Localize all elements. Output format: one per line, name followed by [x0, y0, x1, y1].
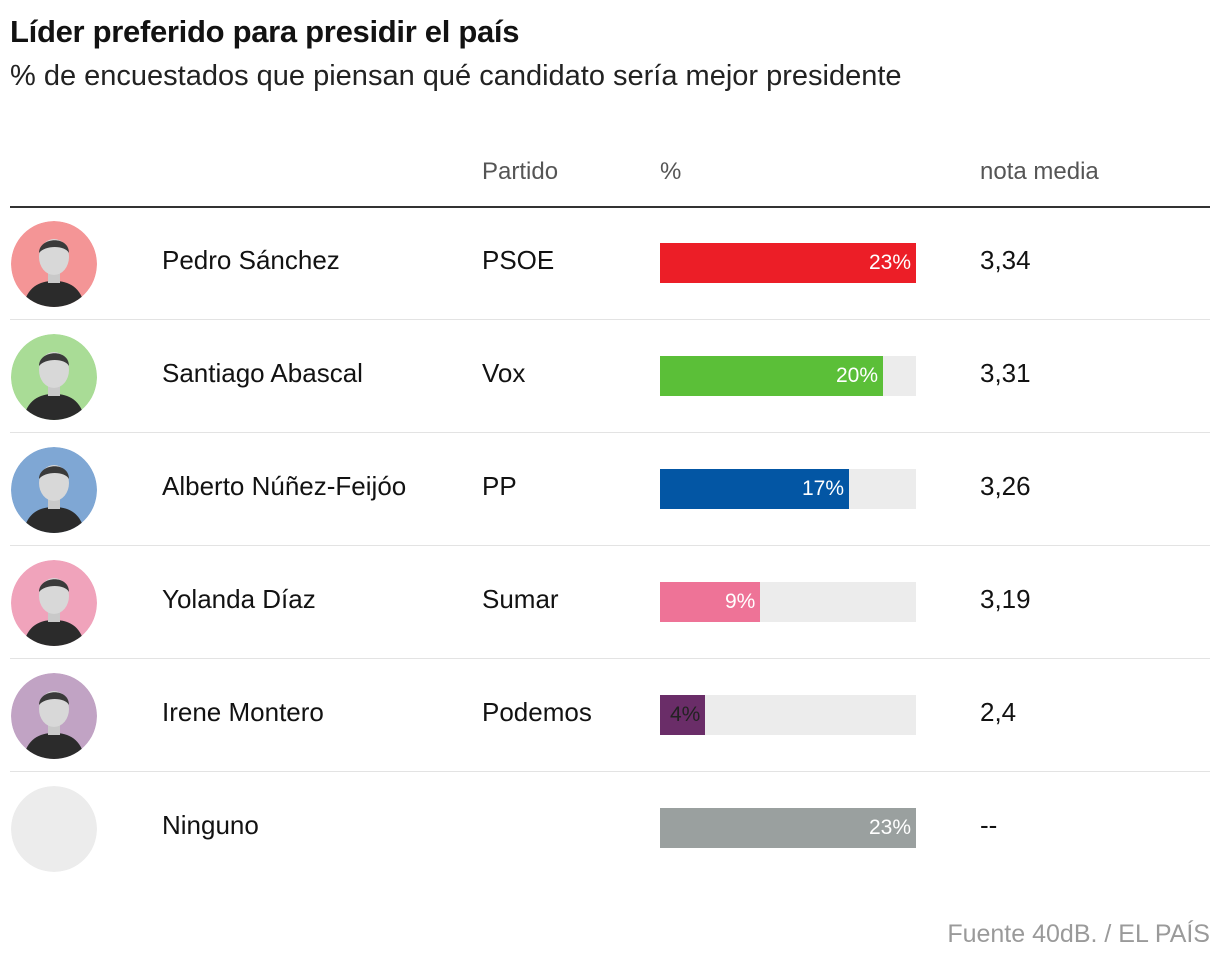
bar-track: 23%	[660, 243, 916, 283]
header-score: nota media	[980, 158, 1099, 185]
placeholder-avatar	[11, 786, 97, 872]
party-name: PP	[482, 471, 517, 501]
header-percent: %	[660, 158, 682, 185]
candidate-name: Alberto Núñez-Feijóo	[162, 471, 407, 501]
table-row: Alberto Núñez-Feijóo PP 17% 3,26	[10, 433, 1210, 546]
candidate-name: Yolanda Díaz	[162, 584, 316, 614]
candidate-name: Pedro Sánchez	[162, 245, 340, 275]
header-party: Partido	[482, 158, 559, 185]
table-row: Pedro Sánchez PSOE 23% 3,34	[10, 207, 1210, 320]
bar-track: 4%	[660, 695, 916, 735]
chart-title: Líder preferido para presidir el país	[10, 14, 520, 49]
average-score: 3,26	[980, 471, 1031, 501]
bar	[660, 469, 849, 509]
party-name: PSOE	[482, 245, 555, 275]
table-row: Ninguno 23% --	[10, 772, 1210, 884]
bar-track: 20%	[660, 356, 916, 396]
chart-subtitle: % de encuestados que piensan qué candida…	[10, 60, 902, 92]
bar	[660, 808, 916, 848]
table-row: Irene Montero Podemos 4% 2,4	[10, 659, 1210, 772]
table-row: Yolanda Díaz Sumar 9% 3,19	[10, 546, 1210, 659]
average-score: 3,31	[980, 358, 1031, 388]
candidate-photo	[11, 673, 97, 759]
average-score: 2,4	[980, 697, 1017, 727]
bar-value-label: 20%	[836, 364, 879, 387]
bar-value-label: 4%	[670, 703, 701, 726]
bar-track: 9%	[660, 582, 916, 622]
table-header: Partido % nota media	[10, 150, 1210, 208]
bar-track: 17%	[660, 469, 916, 509]
candidate-photo	[11, 221, 97, 307]
candidate-photo	[11, 447, 97, 533]
bar-track: 23%	[660, 808, 916, 848]
average-score: 3,34	[980, 245, 1031, 275]
candidate-name: Santiago Abascal	[162, 358, 363, 388]
candidate-name: Ninguno	[162, 810, 259, 840]
party-name: Vox	[482, 358, 526, 388]
average-score: --	[980, 810, 998, 840]
bar	[660, 695, 705, 735]
table-body: Pedro Sánchez PSOE 23% 3,34 Santiago Abascal…	[10, 207, 1210, 884]
bar	[660, 582, 760, 622]
average-score: 3,19	[980, 584, 1031, 614]
bar	[660, 356, 883, 396]
candidate-photo	[11, 560, 97, 646]
bar-value-label: 23%	[869, 251, 912, 274]
bar-value-label: 9%	[725, 590, 756, 613]
source-credit: Fuente 40dB. / EL PAÍS	[947, 920, 1210, 948]
table-row: Santiago Abascal Vox 20% 3,31	[10, 320, 1210, 433]
candidate-name: Irene Montero	[162, 697, 324, 727]
candidate-photo	[11, 334, 97, 420]
bar-value-label: 17%	[802, 477, 845, 500]
bar-value-label: 23%	[869, 816, 912, 839]
party-name: Sumar	[482, 584, 559, 614]
party-name: Podemos	[482, 697, 592, 727]
bar	[660, 243, 916, 283]
